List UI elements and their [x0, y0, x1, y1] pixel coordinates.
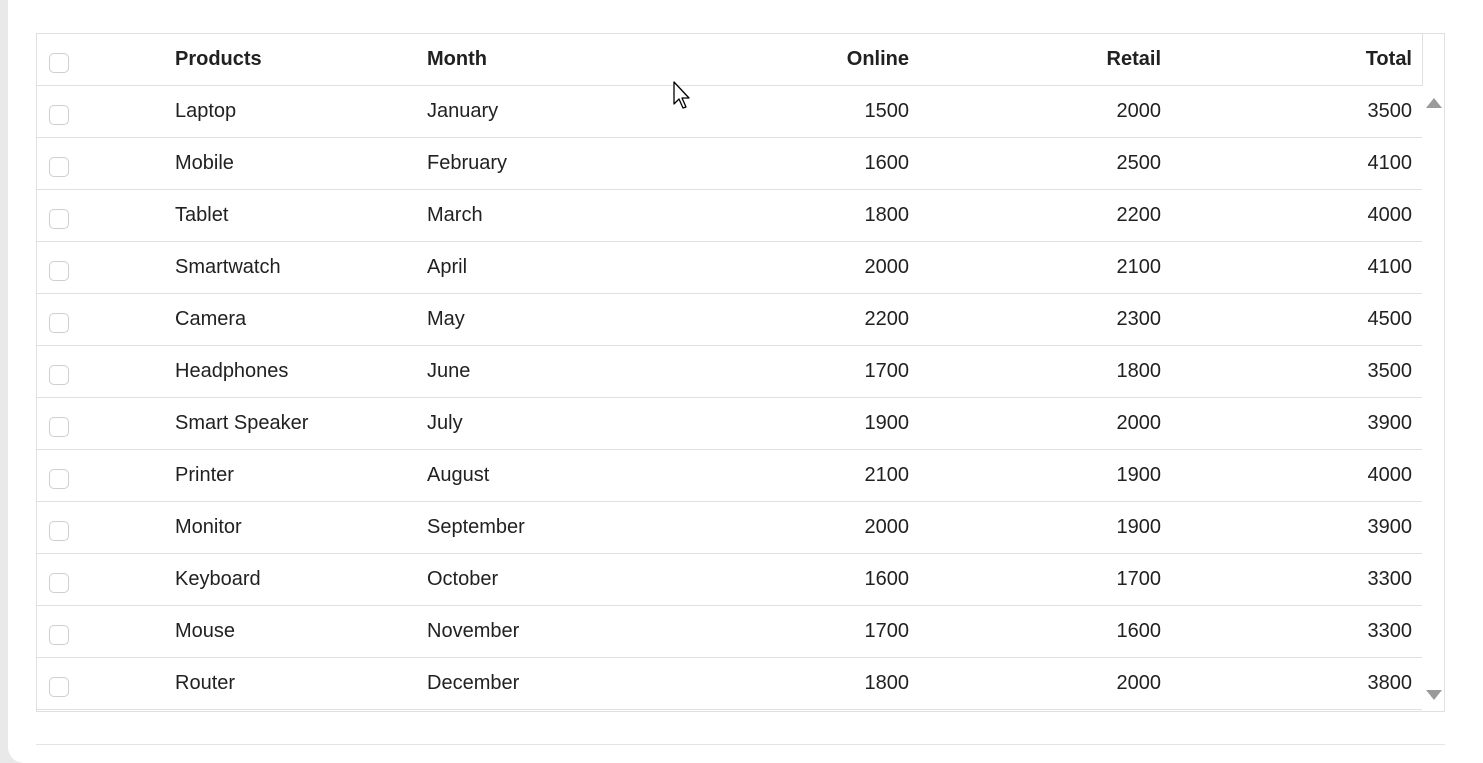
row-checkbox[interactable] [49, 157, 69, 177]
cell-online: 1700 [864, 360, 910, 382]
row-checkbox[interactable] [49, 417, 69, 437]
table-row[interactable]: Headphones June 1700 1800 3500 [37, 346, 1422, 398]
header-total[interactable]: Total [1365, 48, 1412, 70]
table-row[interactable]: Camera May 2200 2300 4500 [37, 294, 1422, 346]
cell-online: 1800 [864, 672, 910, 694]
cell-total: 4000 [1367, 204, 1413, 226]
cell-retail: 2200 [1116, 204, 1162, 226]
cell-retail: 1900 [1116, 516, 1162, 538]
header-month[interactable]: Month [427, 48, 487, 70]
cell-product: Smart Speaker [175, 412, 309, 434]
table-row[interactable]: Mobile February 1600 2500 4100 [37, 138, 1422, 190]
vertical-scrollbar[interactable] [1422, 86, 1444, 711]
cell-product: Smartwatch [175, 256, 281, 278]
cell-month: March [427, 204, 483, 226]
cell-retail: 2000 [1116, 672, 1162, 694]
cell-total: 3300 [1367, 620, 1413, 642]
header-retail[interactable]: Retail [1106, 48, 1161, 70]
cell-online: 2000 [864, 256, 910, 278]
cell-product: Mouse [175, 620, 236, 642]
header-scrollbar-divider [1422, 34, 1423, 86]
cell-total: 3500 [1367, 360, 1413, 382]
cell-product: Headphones [175, 360, 289, 382]
cell-retail: 1700 [1116, 568, 1162, 590]
cell-product: Keyboard [175, 568, 261, 590]
header-online[interactable]: Online [846, 48, 909, 70]
row-checkbox[interactable] [49, 625, 69, 645]
cell-total: 3500 [1367, 100, 1413, 122]
cell-online: 1900 [864, 412, 910, 434]
cell-month: November [427, 620, 520, 642]
cell-product: Router [175, 672, 236, 694]
cell-online: 1700 [864, 620, 910, 642]
row-checkbox[interactable] [49, 469, 69, 489]
cell-product: Monitor [175, 516, 242, 538]
cell-total: 3800 [1367, 672, 1413, 694]
cell-product: Tablet [175, 204, 229, 226]
cell-retail: 1600 [1116, 620, 1162, 642]
chevron-up-icon[interactable] [1426, 98, 1442, 108]
data-grid: Products Month Online Retail Total Lapto… [36, 33, 1445, 712]
table-row[interactable]: Mouse November 1700 1600 3300 [37, 606, 1422, 658]
cell-total: 4100 [1367, 152, 1413, 174]
cell-online: 1500 [864, 100, 910, 122]
cell-total: 4500 [1367, 308, 1413, 330]
cell-online: 2000 [864, 516, 910, 538]
row-checkbox[interactable] [49, 677, 69, 697]
cell-product: Mobile [175, 152, 234, 174]
cell-product: Camera [175, 308, 247, 330]
cell-retail: 2000 [1116, 100, 1162, 122]
cell-month: September [427, 516, 525, 538]
cell-online: 1800 [864, 204, 910, 226]
cell-total: 3900 [1367, 516, 1413, 538]
table-row[interactable]: Tablet March 1800 2200 4000 [37, 190, 1422, 242]
cell-month: April [427, 256, 468, 278]
table-row[interactable]: Router December 1800 2000 3800 [37, 658, 1422, 710]
row-checkbox[interactable] [49, 209, 69, 229]
table-row[interactable]: Laptop January 1500 2000 3500 [37, 86, 1422, 138]
cell-month: January [427, 100, 499, 122]
row-checkbox[interactable] [49, 365, 69, 385]
cell-month: July [427, 412, 463, 434]
cell-retail: 2100 [1116, 256, 1162, 278]
cell-product: Laptop [175, 100, 237, 122]
row-checkbox[interactable] [49, 521, 69, 541]
cell-online: 1600 [864, 152, 910, 174]
mouse-pointer-icon [673, 81, 690, 109]
grid-header-row: Products Month Online Retail Total [37, 34, 1422, 86]
table-row[interactable]: Monitor September 2000 1900 3900 [37, 502, 1422, 554]
row-checkbox[interactable] [49, 261, 69, 281]
table-row[interactable]: Keyboard October 1600 1700 3300 [37, 554, 1422, 606]
cell-retail: 2000 [1116, 412, 1162, 434]
cell-month: June [427, 360, 471, 382]
table-row[interactable]: Printer August 2100 1900 4000 [37, 450, 1422, 502]
cell-retail: 1800 [1116, 360, 1162, 382]
cell-month: December [427, 672, 520, 694]
cell-month: August [427, 464, 490, 486]
cell-online: 2100 [864, 464, 910, 486]
row-checkbox[interactable] [49, 105, 69, 125]
select-all-checkbox[interactable] [49, 53, 69, 73]
row-checkbox[interactable] [49, 573, 69, 593]
cell-retail: 1900 [1116, 464, 1162, 486]
cell-product: Printer [175, 464, 234, 486]
cell-total: 3300 [1367, 568, 1413, 590]
cell-month: October [427, 568, 499, 590]
chevron-down-icon[interactable] [1426, 690, 1442, 700]
footer-divider [36, 744, 1445, 745]
cell-retail: 2300 [1116, 308, 1162, 330]
row-checkbox[interactable] [49, 313, 69, 333]
header-products[interactable]: Products [175, 48, 262, 70]
table-row[interactable]: Smart Speaker July 1900 2000 3900 [37, 398, 1422, 450]
cell-total: 3900 [1367, 412, 1413, 434]
cell-online: 2200 [864, 308, 910, 330]
cell-month: February [427, 152, 508, 174]
cell-retail: 2500 [1116, 152, 1162, 174]
cell-online: 1600 [864, 568, 910, 590]
cell-total: 4000 [1367, 464, 1413, 486]
cell-month: May [427, 308, 465, 330]
table-row[interactable]: Smartwatch April 2000 2100 4100 [37, 242, 1422, 294]
cell-total: 4100 [1367, 256, 1413, 278]
